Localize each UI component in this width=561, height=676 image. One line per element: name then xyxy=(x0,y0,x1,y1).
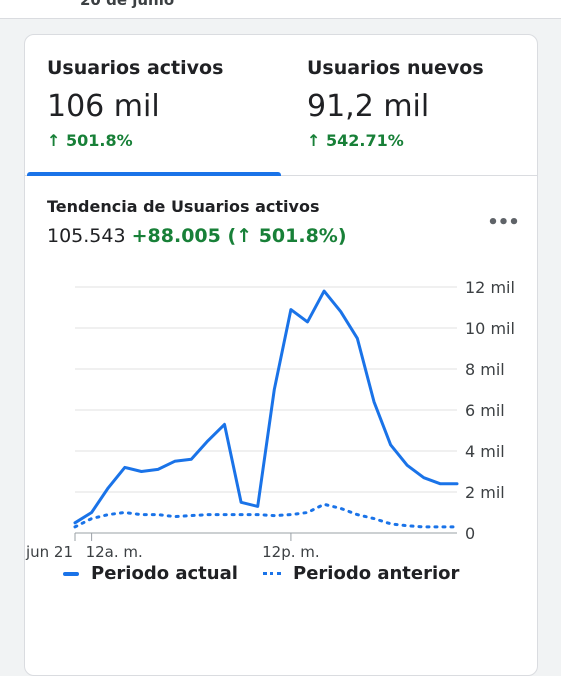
solid-line-icon xyxy=(63,571,79,576)
x-tick-label: 12p. m. xyxy=(262,543,320,561)
y-tick-label: 2 mil xyxy=(465,483,505,502)
x-tick-label: 12a. m. xyxy=(86,543,143,561)
y-tick-label: 12 mil xyxy=(465,278,515,297)
trend-delta: +88.005 (↑ 501.8%) xyxy=(131,225,347,247)
date-label: 20 de junio xyxy=(80,0,175,9)
tab-title: Usuarios activos xyxy=(47,57,224,79)
y-tick-label: 10 mil xyxy=(465,319,515,338)
tab-title: Usuarios nuevos xyxy=(307,57,484,79)
y-tick-label: 4 mil xyxy=(465,442,505,461)
legend-item-previous: Periodo anterior xyxy=(263,563,459,584)
x-tick-label: jun 21 xyxy=(25,543,73,561)
y-tick-label: 6 mil xyxy=(465,401,505,420)
legend-label: Periodo anterior xyxy=(293,563,460,584)
trend-title: Tendencia de Usuarios activos xyxy=(47,197,320,216)
tab-active-users[interactable]: Usuarios activos 106 mil ↑ 501.8% xyxy=(25,35,281,176)
y-tick-label: 8 mil xyxy=(465,360,505,379)
trend-chart: 0 2 mil 4 mil 6 mil 8 mil 10 mil 12 mil jun 21 1… xyxy=(25,278,515,561)
selected-tab-indicator xyxy=(27,172,281,176)
series-line-current xyxy=(73,289,459,525)
tab-value: 106 mil xyxy=(47,89,160,124)
tab-change: ↑ 542.71% xyxy=(307,131,404,150)
more-horizontal-icon[interactable]: ••• xyxy=(487,212,520,233)
tab-new-users[interactable]: Usuarios nuevos 91,2 mil ↑ 542.71% xyxy=(281,35,537,175)
trend-stats: 105.543 +88.005 (↑ 501.8%) xyxy=(47,225,347,247)
series-line-previous xyxy=(73,502,459,529)
tab-value: 91,2 mil xyxy=(307,89,430,124)
users-card: Usuarios activos 106 mil ↑ 501.8% Usuari… xyxy=(24,34,538,676)
trend-total: 105.543 xyxy=(47,225,126,247)
dotted-line-icon xyxy=(263,572,281,575)
date-header: 20 de junio xyxy=(0,0,561,19)
legend-item-current: Periodo actual xyxy=(63,563,238,584)
legend-label: Periodo actual xyxy=(91,563,238,584)
tab-change: ↑ 501.8% xyxy=(47,131,133,150)
y-tick-label: 0 xyxy=(465,524,475,543)
metric-tabs: Usuarios activos 106 mil ↑ 501.8% Usuari… xyxy=(25,35,537,176)
